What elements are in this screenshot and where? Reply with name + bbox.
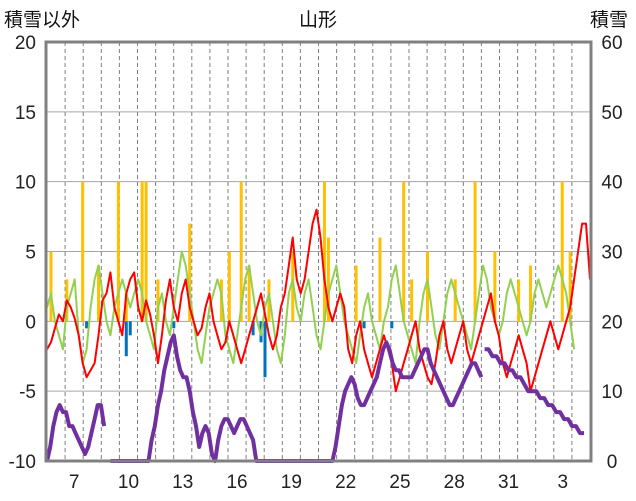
right-axis-label: 積雪 — [590, 9, 628, 31]
right-tick-label: 30 — [601, 243, 622, 264]
negative-bar — [263, 321, 267, 378]
negative-bar — [172, 321, 176, 329]
left-tick-label: -5 — [19, 382, 36, 403]
precip-bar — [144, 181, 148, 322]
right-tick-label: 20 — [601, 312, 622, 333]
snow-depth-line — [484, 347, 584, 436]
left-tick-label: -10 — [9, 452, 36, 473]
precip-bar — [49, 251, 53, 322]
negative-bar — [251, 321, 255, 336]
precip-bar — [124, 293, 128, 322]
left-tick-label: 20 — [15, 33, 36, 54]
snow-depth-line — [110, 333, 484, 463]
right-tick-label: 10 — [601, 382, 622, 403]
precip-bar — [267, 279, 271, 322]
negative-bar — [124, 321, 128, 357]
temperature-line — [46, 208, 591, 393]
plot-frame — [44, 40, 593, 463]
grid-lines — [47, 42, 590, 461]
precip-bar — [116, 181, 120, 322]
right-tick-label: 40 — [601, 173, 622, 194]
precip-bar — [326, 237, 330, 322]
left-tick-label: 0 — [25, 312, 36, 333]
x-tick-label: 7 — [69, 472, 80, 493]
precip-bar — [473, 181, 477, 322]
x-tick-label: 3 — [558, 472, 569, 493]
right-tick-labels: 60 50 40 30 20 10 0 — [601, 33, 622, 473]
x-tick-label: 13 — [172, 472, 193, 493]
negative-bar — [128, 321, 132, 336]
precip-bar — [378, 237, 382, 322]
precip-bar — [517, 279, 521, 322]
x-tick-label: 22 — [335, 472, 356, 493]
precip-bar — [453, 279, 457, 322]
precip-bar — [81, 181, 85, 322]
precip-bar — [188, 223, 192, 322]
x-tick-label: 25 — [389, 472, 410, 493]
right-tick-label: 0 — [607, 452, 618, 473]
precip-bar — [560, 181, 564, 322]
negative-bar — [362, 321, 366, 329]
x-tick-label: 16 — [226, 472, 247, 493]
precip-bar — [568, 251, 572, 322]
negative-bar — [390, 321, 394, 329]
precip-bar — [239, 181, 243, 322]
precip-bar — [156, 279, 160, 322]
precip-bar — [227, 251, 231, 322]
left-tick-label: 5 — [25, 243, 36, 264]
left-tick-label: 15 — [15, 103, 36, 124]
right-tick-label: 60 — [601, 33, 622, 54]
precip-bar — [354, 265, 358, 322]
anomaly-line — [46, 250, 576, 365]
left-tick-labels: 20 15 10 5 0 -5 -10 — [9, 33, 36, 473]
left-tick-label: 10 — [15, 173, 36, 194]
precip-bar — [247, 265, 251, 322]
left-axis-label: 積雪以外 — [4, 9, 80, 31]
x-tick-label: 10 — [118, 472, 139, 493]
precip-bar — [529, 265, 533, 322]
x-tick-label: 19 — [281, 472, 302, 493]
x-tick-label: 28 — [444, 472, 465, 493]
x-tick-labels: 7 10 13 16 19 22 25 28 31 3 — [69, 472, 568, 493]
right-tick-label: 50 — [601, 103, 622, 124]
precip-bar — [402, 181, 406, 322]
negative-bar — [85, 321, 89, 329]
x-tick-label: 31 — [498, 472, 519, 493]
precip-bar — [140, 181, 144, 322]
precip-bar — [410, 279, 414, 322]
precip-bar — [322, 181, 326, 322]
chart-title: 山形 — [299, 9, 337, 31]
precip-bar — [493, 251, 497, 322]
precip-bar — [97, 265, 101, 322]
snow-depth-line — [45, 403, 107, 462]
